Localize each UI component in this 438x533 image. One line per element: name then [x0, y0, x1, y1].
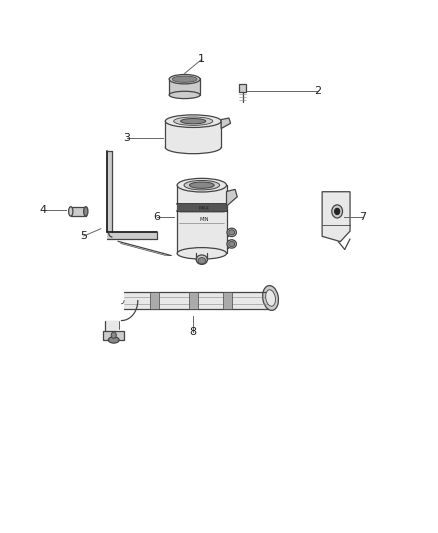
Ellipse shape [229, 241, 235, 247]
Polygon shape [107, 232, 157, 239]
Ellipse shape [180, 118, 206, 124]
Ellipse shape [266, 290, 276, 306]
Ellipse shape [229, 230, 235, 235]
Text: MIN: MIN [199, 217, 209, 222]
Ellipse shape [263, 286, 279, 310]
Ellipse shape [108, 337, 119, 343]
Ellipse shape [169, 75, 200, 84]
Ellipse shape [227, 228, 237, 237]
Polygon shape [150, 292, 159, 309]
Ellipse shape [84, 207, 88, 216]
Polygon shape [189, 292, 198, 309]
Polygon shape [165, 121, 221, 148]
Text: 6: 6 [153, 212, 160, 222]
Polygon shape [71, 207, 86, 216]
Ellipse shape [169, 91, 200, 99]
Polygon shape [105, 320, 119, 335]
Text: 8: 8 [190, 327, 197, 337]
Text: 1: 1 [198, 54, 205, 64]
Ellipse shape [165, 115, 221, 127]
Ellipse shape [165, 141, 221, 154]
Ellipse shape [69, 207, 73, 216]
Ellipse shape [227, 240, 237, 248]
Ellipse shape [177, 248, 226, 259]
Ellipse shape [335, 208, 340, 215]
Ellipse shape [198, 257, 206, 264]
Ellipse shape [177, 179, 226, 192]
Text: 5: 5 [80, 231, 87, 241]
Text: MAX: MAX [198, 206, 209, 211]
Polygon shape [239, 84, 247, 92]
Ellipse shape [111, 332, 117, 338]
Polygon shape [107, 151, 113, 232]
Polygon shape [177, 204, 226, 211]
Ellipse shape [190, 182, 214, 188]
Ellipse shape [172, 76, 197, 82]
Ellipse shape [174, 117, 213, 125]
Text: 4: 4 [39, 205, 46, 215]
Polygon shape [322, 192, 350, 241]
Ellipse shape [184, 181, 219, 190]
Polygon shape [103, 330, 124, 340]
Ellipse shape [196, 255, 208, 264]
Text: 3: 3 [123, 133, 130, 143]
FancyBboxPatch shape [169, 78, 200, 95]
Text: 7: 7 [359, 212, 367, 222]
Ellipse shape [332, 205, 343, 218]
Text: 2: 2 [314, 86, 321, 96]
Polygon shape [223, 292, 232, 309]
Polygon shape [221, 118, 230, 128]
Polygon shape [177, 185, 226, 253]
Polygon shape [124, 292, 268, 309]
Polygon shape [226, 189, 237, 206]
